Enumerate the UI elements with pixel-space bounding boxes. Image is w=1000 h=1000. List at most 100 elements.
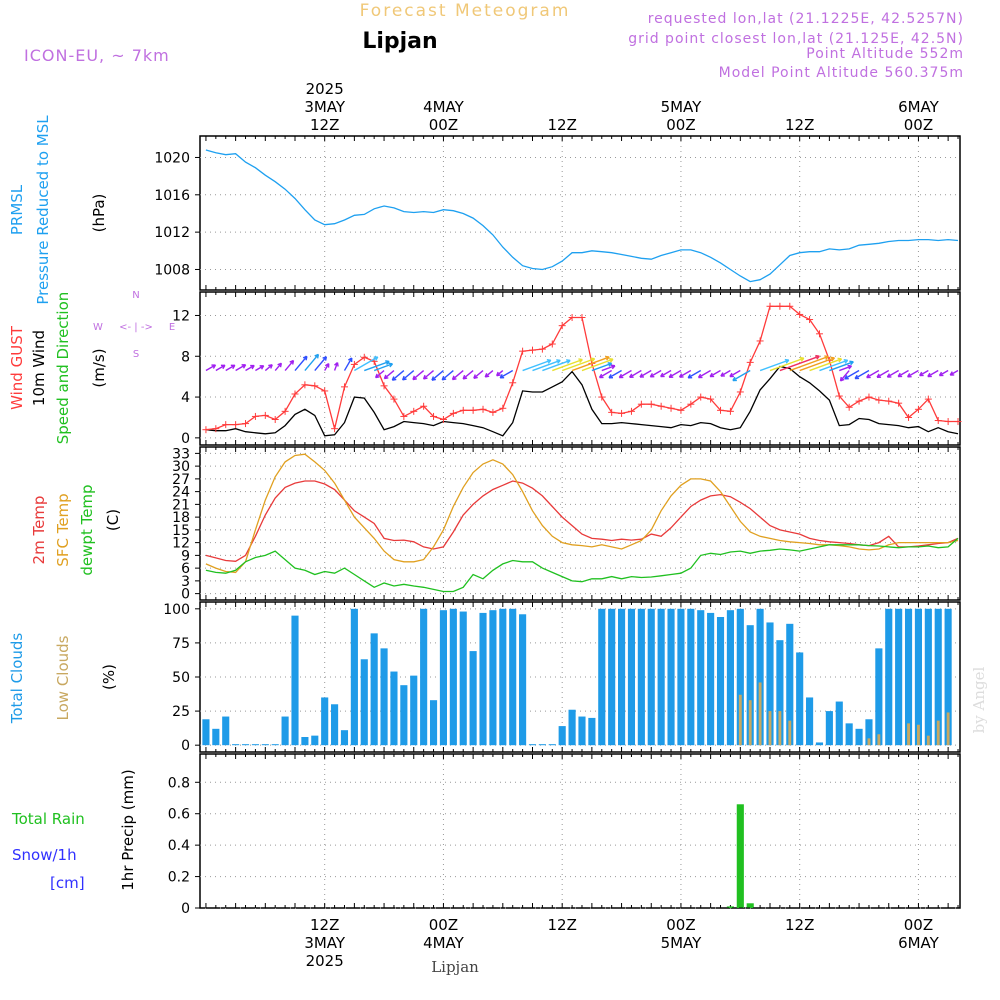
total-cloud-bar — [509, 608, 517, 746]
wind-arrow-head — [848, 365, 853, 370]
wind-arrow — [819, 359, 848, 372]
wind-arrow-head — [831, 357, 835, 362]
wind-arrow — [698, 369, 711, 379]
time-label-bottom: 00Z — [666, 916, 695, 934]
wind-arrow — [779, 355, 820, 372]
wind-arrow-head — [844, 359, 849, 364]
wind-arrow-head — [566, 359, 571, 364]
total-cloud-bar — [618, 608, 626, 746]
clouds-total-label: Total Clouds — [8, 633, 26, 725]
rain-bar — [746, 903, 754, 908]
wind-arrow-head — [800, 357, 805, 362]
wind-arrow-head — [678, 373, 683, 378]
wind-arrow — [709, 369, 721, 378]
y-tick-label: 33 — [172, 446, 190, 462]
wind-arrow-head — [251, 365, 255, 370]
y-tick-label: 1012 — [154, 225, 190, 241]
info-model-altitude: Model Point Altitude 560.375m — [719, 65, 964, 81]
wind-arrow-head — [629, 373, 633, 378]
total-cloud-bar — [281, 716, 289, 746]
time-label-top: 3MAY — [304, 98, 346, 116]
wind-arrow-head — [389, 363, 394, 368]
y-tick-label: 4 — [181, 390, 190, 406]
wind-arrow — [255, 365, 264, 372]
wind-arrow-head — [816, 355, 820, 360]
total-cloud-bar — [924, 608, 932, 746]
y-tick-label: 12 — [172, 536, 190, 552]
wind-arrow-head — [441, 375, 445, 381]
total-cloud-bar — [667, 608, 675, 746]
time-label-bottom: 12Z — [785, 916, 814, 934]
wind-arrow — [720, 369, 731, 377]
wind-arrow — [639, 369, 652, 378]
wind-arrow-head — [484, 372, 488, 378]
location-title: Lipjan — [362, 29, 437, 54]
low-cloud-bar — [946, 712, 950, 746]
wind-arrow-head — [291, 360, 295, 365]
time-label-bottom: 00Z — [904, 916, 933, 934]
total-cloud-bar — [469, 651, 477, 746]
wind-arrow-head — [401, 375, 405, 381]
wind-arrow — [499, 369, 514, 379]
y-tick-label: 6 — [181, 561, 190, 577]
panel-frame-precip — [199, 753, 961, 909]
total-cloud-bar — [895, 608, 903, 746]
wind-arrow-head — [611, 365, 616, 370]
total-cloud-bar — [271, 744, 279, 746]
y-tick-label: 3 — [181, 574, 190, 590]
precip-label: 1hr Precip (mm) — [119, 769, 137, 890]
total-cloud-bar — [736, 608, 744, 746]
time-label-top: 00Z — [904, 116, 933, 134]
wind-arrow-head — [844, 375, 848, 380]
wind-arrow — [462, 370, 474, 380]
y-tick-label: 50 — [172, 670, 190, 686]
total-cloud-bar — [845, 723, 853, 746]
wind-label: 10m Wind — [30, 330, 48, 406]
watermark: by Angel — [970, 666, 988, 733]
low-cloud-bar — [926, 735, 930, 746]
wind-arrow-head — [336, 362, 339, 367]
time-label-top: 6MAY — [898, 98, 940, 116]
low-cloud-bar — [768, 711, 772, 746]
wind-arrow-head — [242, 364, 247, 369]
wind-arrow-head — [260, 365, 265, 370]
wind-arrow-head — [557, 359, 561, 364]
wind-arrow-head — [839, 376, 842, 382]
y-tick-label: 15 — [172, 523, 190, 539]
wind-arrow — [949, 369, 959, 376]
wind-arrow — [679, 369, 692, 378]
time-label-top: 2025 — [306, 80, 344, 98]
pressure-label: Pressure Reduced to MSL — [34, 115, 52, 305]
wind-arrow — [660, 369, 672, 378]
compass-s: S — [133, 349, 139, 360]
total-cloud-bar — [934, 608, 942, 746]
clouds-unit-label: (%) — [100, 664, 118, 690]
total-cloud-bar — [608, 608, 616, 746]
compass-arrows: <- | -> — [119, 322, 153, 333]
total-cloud-bar — [410, 675, 418, 746]
time-label-top: 12Z — [785, 116, 814, 134]
wind-arrow-head — [606, 356, 610, 361]
wind-arrow-head — [473, 374, 476, 379]
y-tick-label: 1008 — [154, 262, 190, 278]
wind-arrow — [373, 363, 393, 372]
total-cloud-bar — [568, 709, 576, 746]
total-cloud-bar — [825, 711, 833, 746]
wind-arrow-head — [660, 372, 664, 377]
wind-arrow — [284, 360, 294, 371]
wind-arrow-head — [279, 363, 283, 368]
time-label-top: 00Z — [429, 116, 458, 134]
temp-line-0 — [205, 480, 959, 562]
wind-arrow-head — [639, 373, 643, 378]
low-cloud-bar — [867, 738, 871, 746]
wind-arrow-head — [591, 358, 596, 363]
total-cloud-bar — [489, 610, 497, 746]
total-cloud-bar — [449, 608, 457, 746]
wind-arrow-head — [422, 374, 426, 380]
total-cloud-bar — [499, 608, 507, 746]
y-tick-label: 8 — [181, 349, 190, 365]
wind-arrow-head — [383, 374, 387, 379]
y-tick-label: 0.4 — [168, 838, 190, 854]
total-cloud-bar — [766, 622, 774, 746]
